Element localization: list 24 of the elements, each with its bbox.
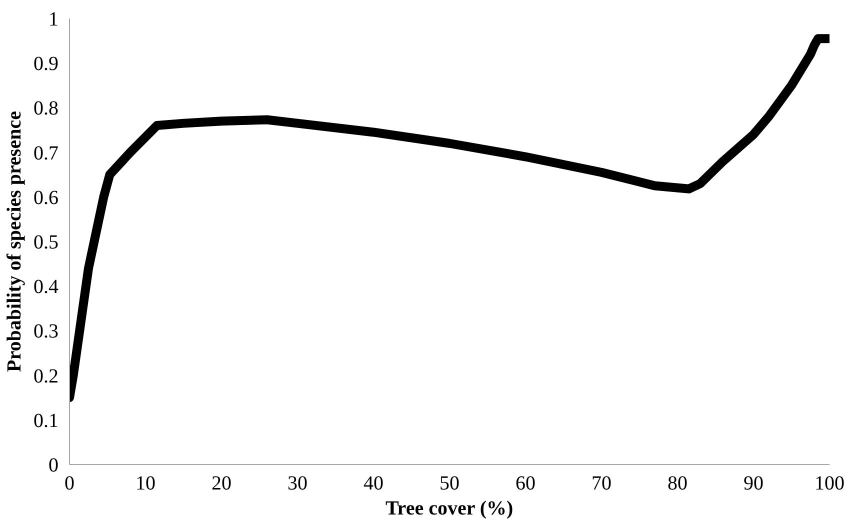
y-tick-label: 1: [48, 8, 58, 30]
x-tick-label: 100: [814, 472, 844, 494]
y-tick-label: 0.5: [34, 232, 58, 254]
x-tick-label: 90: [744, 472, 764, 494]
y-tick-label: 0: [48, 454, 58, 476]
x-tick-label: 20: [212, 472, 232, 494]
x-axis-title: Tree cover (%): [385, 498, 514, 520]
x-tick-label: 0: [64, 472, 74, 494]
y-tick-label: 0.8: [34, 98, 58, 120]
x-tick-label: 50: [440, 472, 460, 494]
x-tick-label: 10: [136, 472, 156, 494]
y-tick-label: 0.7: [34, 142, 58, 164]
y-tick-label: 0.1: [34, 410, 58, 432]
y-tick-label: 0.3: [34, 320, 58, 343]
x-tick-label: 30: [288, 472, 308, 494]
x-tick-label: 70: [592, 472, 612, 494]
y-tick-label: 0.2: [34, 365, 58, 388]
x-tick-label: 40: [364, 472, 384, 494]
x-tick-label: 60: [516, 472, 536, 494]
y-tick-label: 0.4: [34, 276, 58, 298]
y-tick-label: 0.6: [34, 186, 58, 209]
x-tick-label: 80: [668, 472, 688, 494]
y-axis-title: Probability of species presence: [4, 110, 26, 372]
y-tick-label: 0.9: [34, 53, 58, 76]
